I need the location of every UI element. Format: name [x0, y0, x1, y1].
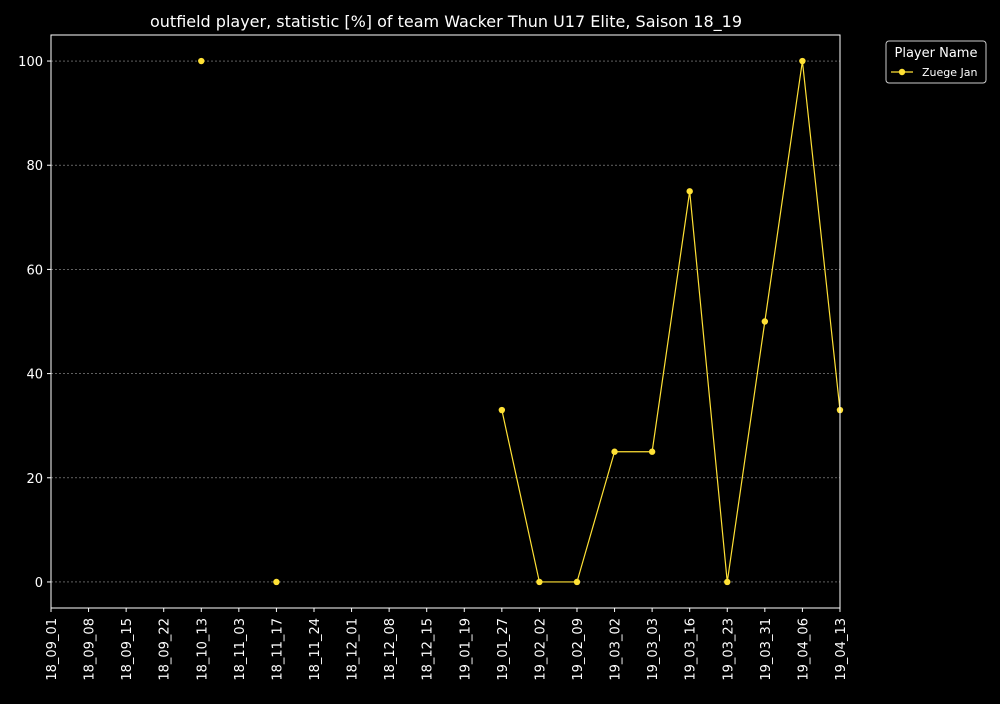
y-tick-label: 100	[18, 55, 43, 70]
x-tick-label: 19_01_19	[458, 618, 473, 681]
data-point	[536, 578, 543, 586]
legend-entry-label: Zuege Jan	[922, 66, 978, 79]
data-point	[761, 318, 769, 325]
data-point	[273, 578, 280, 586]
data-point	[686, 188, 693, 195]
y-tick-label: 40	[26, 368, 43, 383]
x-tick-label: 18_12_08	[383, 618, 398, 681]
legend: Player Name Zuege Jan	[885, 40, 987, 84]
x-tick-label: 18_11_03	[233, 618, 248, 681]
x-tick-label: 18_11_24	[308, 618, 323, 681]
x-tick-label: 18_09_22	[158, 618, 173, 681]
legend-swatch-marker	[898, 68, 906, 76]
y-tick-label: 80	[26, 159, 43, 174]
x-tick-label: 19_03_03	[646, 618, 661, 681]
x-tick-label: 19_02_09	[571, 618, 586, 681]
y-tick-label: 60	[26, 263, 43, 278]
x-tick-label: 18_09_15	[120, 618, 135, 681]
data-point	[799, 57, 806, 65]
data-point	[648, 448, 656, 455]
series-layer	[198, 57, 844, 586]
x-tick-label: 19_04_06	[796, 618, 811, 681]
x-axis-ticks: 18_09_01 18_09_08 18_09_15 18_09_22 18_10_13…	[45, 608, 849, 681]
x-tick-label: 18_11_17	[270, 618, 285, 681]
y-tick-label: 20	[26, 472, 43, 487]
legend-title: Player Name	[895, 46, 978, 61]
x-tick-label: 19_03_23	[721, 618, 736, 681]
x-tick-label: 19_01_27	[496, 618, 511, 681]
x-tick-label: 19_03_02	[609, 618, 624, 681]
x-tick-label: 18_10_13	[195, 618, 210, 681]
x-tick-label: 18_12_15	[421, 618, 436, 681]
x-tick-label: 19_02_02	[533, 618, 548, 681]
data-point	[724, 578, 731, 586]
y-tick-label: 0	[35, 576, 43, 591]
data-point	[573, 578, 581, 586]
y-axis-ticks: 0 20 40 60 80 100	[18, 55, 51, 591]
x-tick-label: 19_03_31	[759, 618, 774, 681]
x-tick-label: 19_03_16	[684, 618, 699, 681]
x-tick-label: 18_12_01	[346, 618, 361, 681]
series-line-segment	[501, 60, 841, 583]
x-tick-label: 18_09_08	[83, 618, 98, 681]
data-point	[498, 406, 506, 414]
x-tick-label: 19_04_13	[834, 618, 849, 681]
plot-area-frame	[50, 34, 841, 609]
chart-title: outfield player, statistic [%] of team W…	[150, 12, 742, 32]
x-tick-label: 18_09_01	[45, 618, 60, 681]
data-point	[198, 57, 205, 65]
grid-lines	[51, 60, 840, 583]
data-point	[611, 448, 618, 455]
